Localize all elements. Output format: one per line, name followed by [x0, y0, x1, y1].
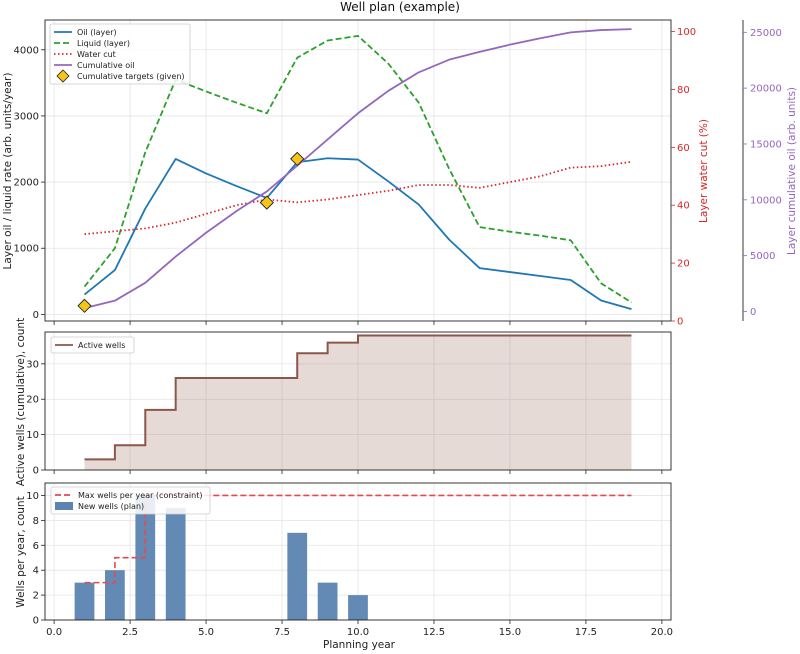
- bar-year-1: [74, 582, 95, 620]
- top-panel-y3-tick-label-1: 5000: [750, 251, 775, 262]
- bar-year-8: [287, 532, 308, 620]
- bar-year-2: [105, 570, 125, 620]
- x-tick-label-4: 10.0: [347, 627, 369, 638]
- active-wells-step-line: [84, 334, 632, 461]
- x-tick-label-1: 2.5: [122, 627, 138, 638]
- top-panel-y3-axis-title: Layer cumulative oil (arb. units): [786, 87, 798, 255]
- top-panel-y-tick-label-4: 4000: [14, 45, 39, 56]
- series-line-cumulative-oil: [84, 28, 632, 310]
- middle-panel-legend-box: [50, 336, 135, 354]
- top-panel-y3-tick-label-4: 20000: [750, 84, 782, 95]
- top-panel-y-tick-label-1: 1000: [14, 244, 39, 255]
- middle-panel-y-tick-label-2: 20: [26, 395, 39, 406]
- top-panel-y3-tick-label-5: 25000: [750, 28, 782, 39]
- top-panel-y-tick-label-3: 3000: [14, 111, 39, 122]
- bottom-panel-legend-label-max-wells-per-year-constraint: Max wells per year (constraint): [78, 491, 202, 500]
- bottom-panel-y-tick-label-0: 0: [33, 616, 39, 627]
- top-panel-y2-tick-label-2: 40: [677, 201, 690, 212]
- bar-year-9: [317, 582, 338, 620]
- top-panel-y2-tick-label-3: 60: [677, 143, 690, 154]
- active-wells-area: [84, 335, 632, 470]
- target-marker-1: [259, 195, 274, 210]
- bottom-panel-y-axis-title: Wells per year, count: [15, 496, 27, 607]
- middle-panel-frame: [44, 331, 672, 471]
- top-panel-y3-tick-label-2: 10000: [750, 195, 782, 206]
- x-tick-label-3: 7.5: [274, 627, 290, 638]
- bottom-panel: 0 2 4 6 8 10 0.0 2.5 5.0 7.5 10.0 12.5 15.0 17.5 20.0 M…: [26, 482, 673, 638]
- top-panel-y2-tick-label-1: 20: [677, 259, 690, 270]
- top-panel-y3-tick-label-3: 15000: [750, 139, 782, 150]
- top-panel-legend-label-liquid-layer: Liquid (layer): [77, 39, 130, 48]
- target-marker-2: [290, 151, 305, 167]
- top-panel-y2-axis-title: Layer water cut (%): [698, 119, 710, 223]
- top-panel-legend-box: [49, 23, 191, 85]
- top-panel: 0100020003000400002040608010005000100001…: [14, 19, 782, 328]
- bottom-panel-y-tick-label-3: 6: [33, 541, 39, 552]
- top-panel-legend-label-cumulative-oil: Cumulative oil: [77, 61, 135, 70]
- x-tick-label-2: 5.0: [198, 627, 214, 638]
- top-panel-legend-label-cumulative-targets-given: Cumulative targets (given): [77, 72, 185, 81]
- x-tick-label-8: 20.0: [651, 627, 673, 638]
- top-panel-y-axis-title: Layer oil / liquid rate (arb. units/year…: [2, 73, 14, 270]
- max-wells-constraint-line: [84, 494, 632, 584]
- target-marker-0: [77, 298, 92, 313]
- bottom-panel-frame: [44, 482, 672, 621]
- top-panel-legend-swatch-cumulative-targets-given: [56, 69, 70, 83]
- bottom-panel-y-tick-label-5: 10: [26, 491, 39, 502]
- top-panel-y3-tick-label-0: 0: [750, 307, 756, 318]
- top-panel-legend-label-oil-layer: Oil (layer): [77, 28, 117, 37]
- x-tick-label-6: 15.0: [499, 627, 521, 638]
- middle-panel-y-tick-label-3: 30: [26, 359, 39, 370]
- x-tick-label-7: 17.5: [575, 627, 597, 638]
- middle-panel-legend-label-active-wells: Active wells: [78, 341, 125, 350]
- bottom-panel-legend-swatch-new-wells-plan: [55, 502, 73, 510]
- middle-panel: 0 10 20 30 Active wells: [26, 331, 672, 477]
- middle-panel-y-tick-label-0: 0: [33, 466, 39, 477]
- chart-title: Well plan (example): [340, 0, 460, 14]
- top-panel-y2-tick-label-4: 80: [677, 85, 690, 96]
- top-panel-legend-label-water-cut: Water cut: [77, 50, 116, 59]
- bar-year-4: [165, 507, 186, 620]
- x-tick-label-5: 12.5: [423, 627, 445, 638]
- bar-year-10: [348, 595, 368, 620]
- bottom-panel-y-tick-label-1: 2: [33, 591, 39, 602]
- middle-panel-y-axis-title: Active wells (cumulative), count: [15, 318, 27, 486]
- top-panel-y-tick-label-2: 2000: [14, 178, 39, 189]
- bottom-panel-legend-box: [50, 486, 211, 515]
- middle-panel-y-tick-label-1: 10: [26, 430, 39, 441]
- x-axis-title: Planning year: [323, 639, 396, 651]
- bottom-panel-legend-label-new-wells-plan: New wells (plan): [78, 502, 144, 511]
- top-panel-y2-tick-label-5: 100: [677, 27, 696, 38]
- x-tick-label-0: 0.0: [46, 627, 62, 638]
- top-panel-y2-tick-label-0: 0: [677, 317, 683, 328]
- top-panel-y-tick-label-0: 0: [33, 310, 39, 321]
- bottom-panel-y-tick-label-4: 8: [33, 516, 39, 527]
- bottom-panel-y-tick-label-2: 4: [33, 566, 39, 577]
- top-panel-frame: [44, 19, 672, 322]
- series-line-oil-layer: [83, 157, 632, 310]
